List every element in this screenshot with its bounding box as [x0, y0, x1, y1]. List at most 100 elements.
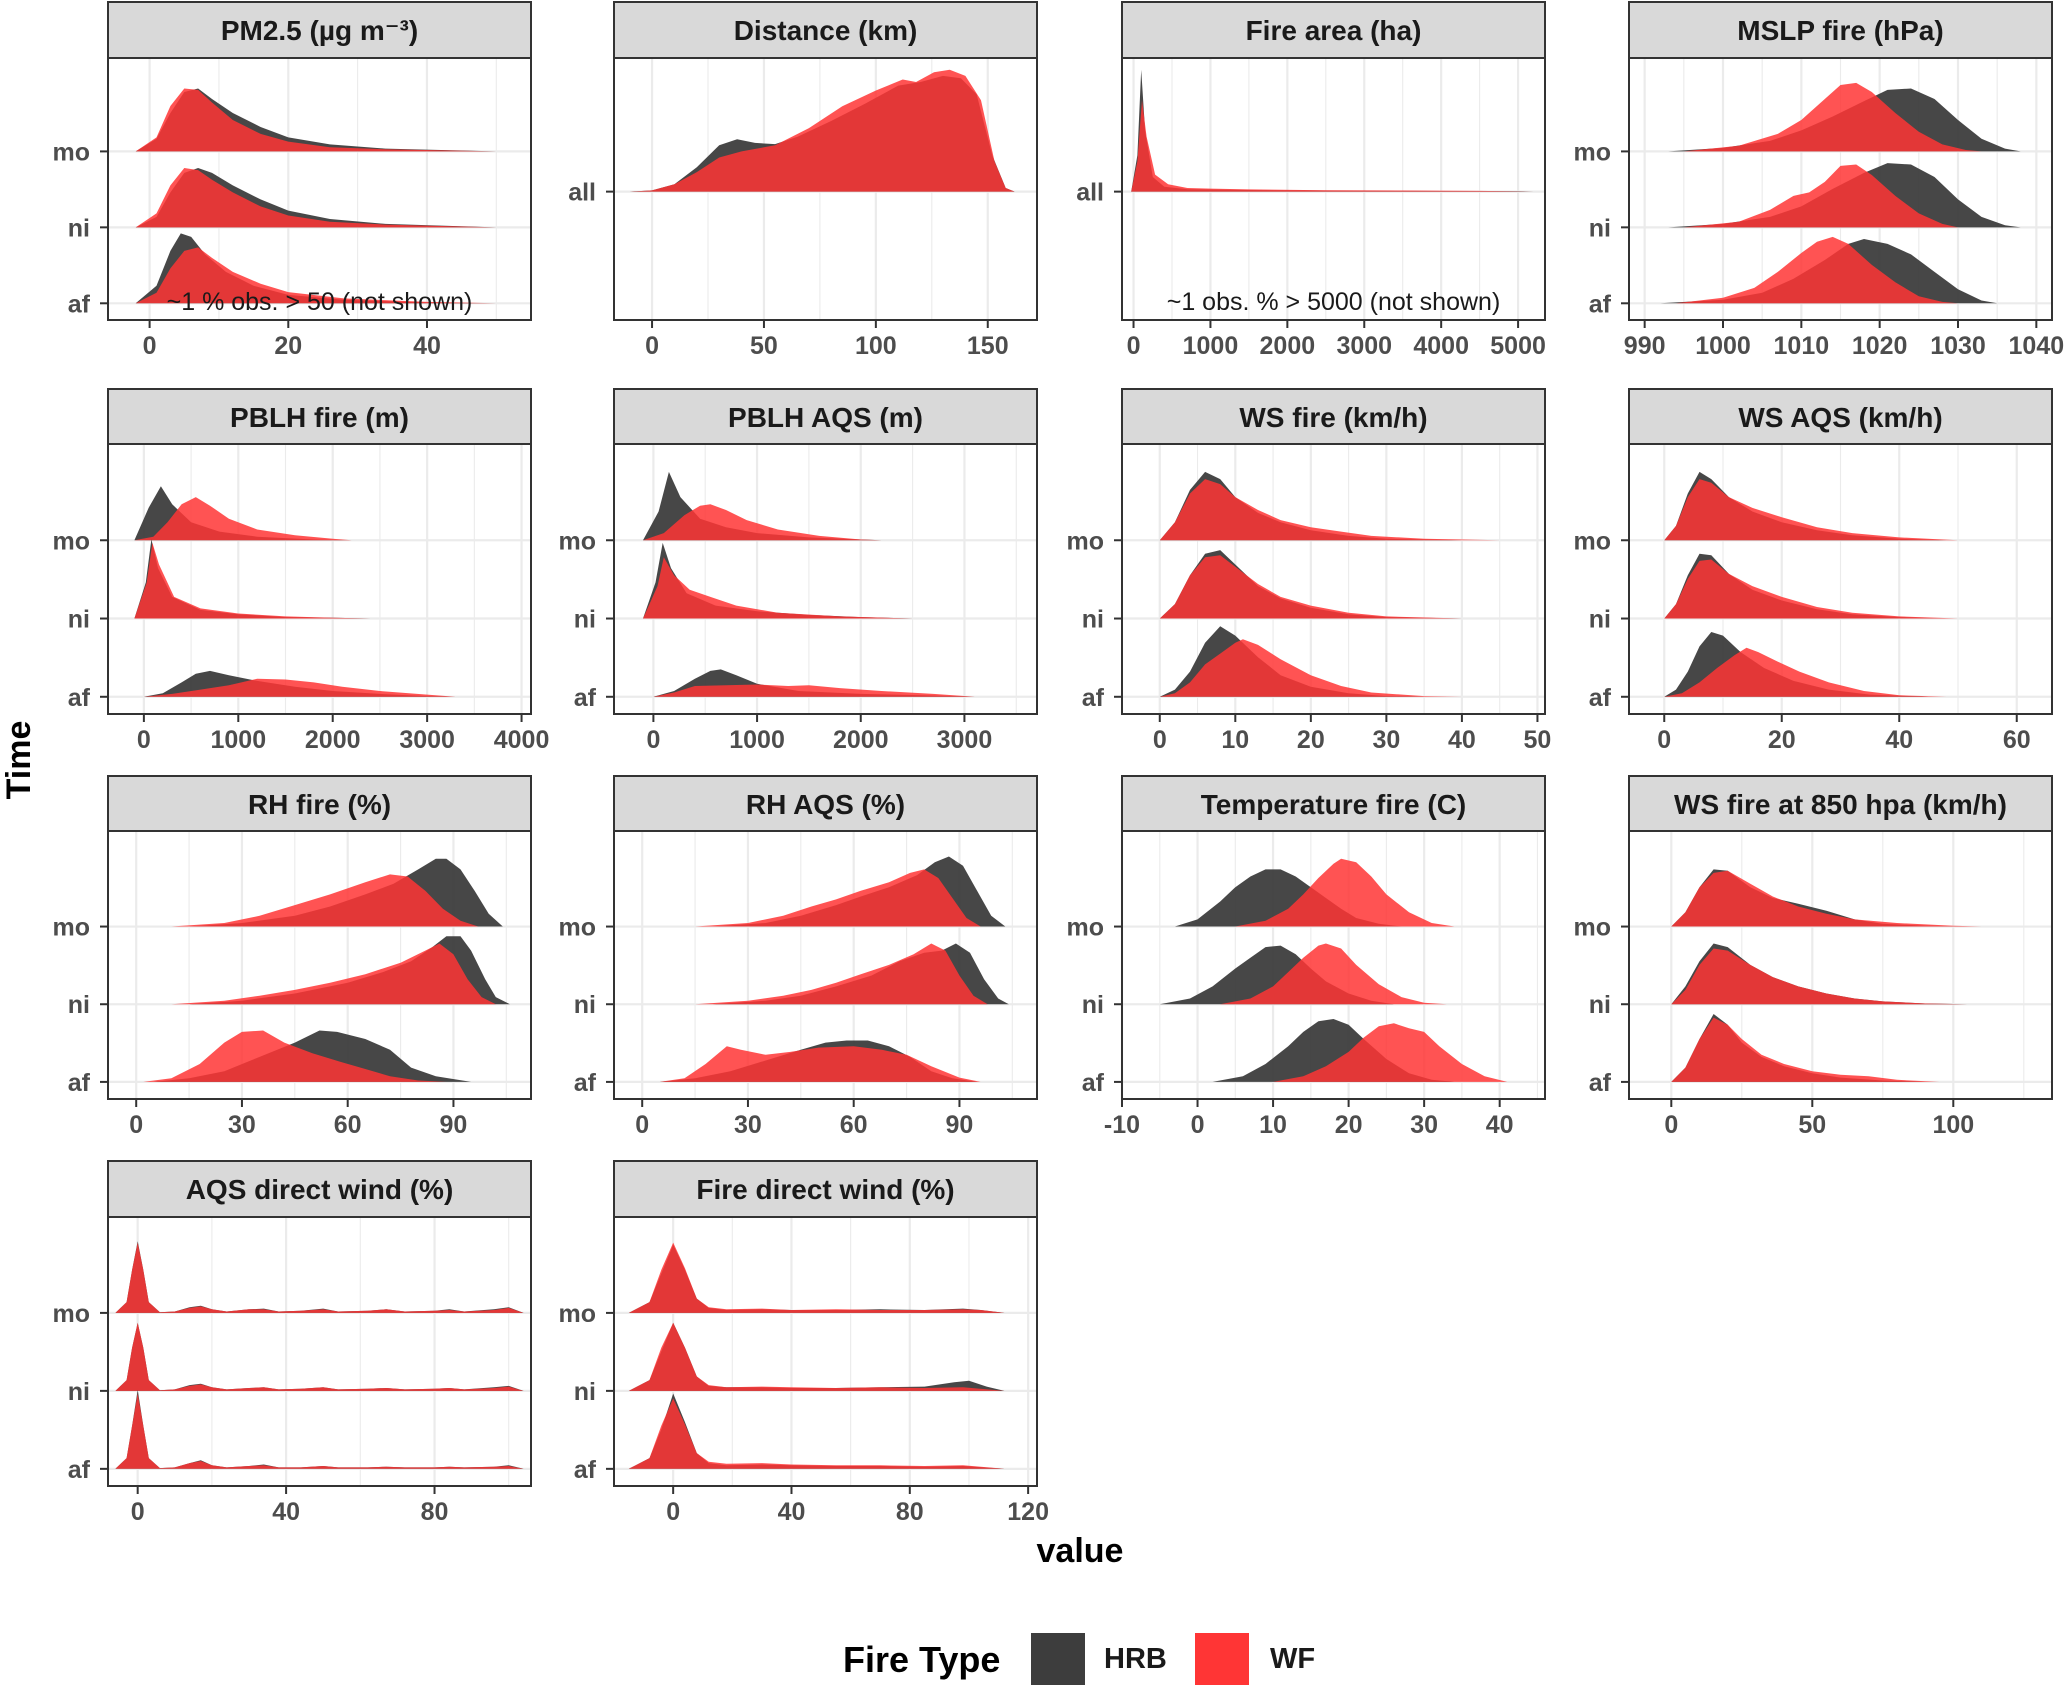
y-tick-label-af: af — [574, 684, 597, 712]
x-tick-label: 80 — [421, 1498, 449, 1526]
x-tick-label: 90 — [946, 1111, 974, 1139]
panel-strip — [107, 1160, 532, 1218]
panel-border — [1628, 830, 2053, 1100]
x-tick-label: 0 — [666, 1498, 680, 1526]
legend-swatch-hrb — [1031, 1633, 1085, 1685]
panel-title: WS AQS (km/h) — [1738, 402, 1942, 433]
y-tick-label-af: af — [1082, 1069, 1105, 1097]
y-tick-label-ni: ni — [1589, 214, 1611, 242]
ridge-wf-af — [653, 684, 975, 697]
x-tick-label: 100 — [855, 332, 897, 360]
y-tick-label-mo: mo — [559, 527, 597, 555]
legend-label-wf: WF — [1270, 1643, 1315, 1675]
panel-border — [1121, 57, 1546, 321]
x-tick-label: 1040 — [2009, 332, 2065, 360]
panel-ridges — [1159, 471, 1500, 697]
ridge-wf-mo — [1159, 479, 1500, 541]
panel-strip — [613, 388, 1038, 446]
ridge-wf-af — [1273, 1023, 1508, 1082]
legend-title: Fire Type — [843, 1639, 1000, 1680]
x-tick-label: 5000 — [1490, 332, 1546, 360]
x-tick-label: 90 — [440, 1111, 468, 1139]
panel-ws-aqs-km-h: WS AQS (km/h) mo ni af 0 20 40 60 — [1574, 388, 2053, 754]
panel-background — [614, 444, 1037, 714]
legend: Fire Type HRB WF — [843, 1633, 1315, 1685]
x-tick-label: 0 — [645, 332, 659, 360]
x-tick-label: 3000 — [399, 726, 455, 754]
ridge-wf-mo — [1664, 479, 1958, 541]
panel-border — [107, 830, 532, 1100]
panel-title: PM2.5 (µg m⁻³) — [221, 15, 418, 46]
ridge-wf-af — [1664, 647, 1947, 697]
x-tick-label: 10 — [1259, 1111, 1287, 1139]
x-tick-label: 60 — [334, 1111, 362, 1139]
x-tick-label: 50 — [750, 332, 778, 360]
panel-title: PBLH AQS (m) — [728, 402, 923, 433]
panel-rh-aqs: RH AQS (%) mo ni af 0 30 60 90 — [559, 775, 1038, 1139]
ridge-wf-mo — [1235, 858, 1455, 927]
ridge-wf-ni — [135, 168, 497, 228]
x-tick-label: 1030 — [1930, 332, 1986, 360]
x-tick-label: 30 — [1372, 726, 1400, 754]
y-tick-label-mo: mo — [53, 527, 91, 555]
panel-strip — [107, 1, 532, 59]
x-tick-label: 0 — [1664, 1111, 1678, 1139]
ridge-wf-mo — [628, 1242, 1005, 1313]
ridge-wf-af — [143, 678, 456, 697]
panel-background — [108, 444, 531, 714]
panel-pblh-aqs-m: PBLH AQS (m) mo ni af 0 1000 2000 3000 — [559, 388, 1038, 754]
panel-strip — [1121, 1, 1546, 59]
panel-border — [1628, 443, 2053, 715]
ridge-wf-ni — [1664, 559, 1958, 619]
x-tick-label: 150 — [967, 332, 1009, 360]
x-tick-label: 0 — [131, 1498, 145, 1526]
panel-aqs-direct-wind: AQS direct wind (%) mo ni af 0 40 80 — [53, 1160, 532, 1526]
y-axis-title: Time — [0, 721, 38, 800]
y-tick-label-ni: ni — [1589, 606, 1611, 634]
panel-border — [1121, 443, 1546, 715]
x-tick-label: 1020 — [1852, 332, 1908, 360]
x-tick-label: 20 — [1335, 1111, 1363, 1139]
x-tick-label: 2000 — [305, 726, 361, 754]
x-tick-label: 2000 — [1260, 332, 1316, 360]
x-tick-label: 1000 — [729, 726, 785, 754]
x-tick-label: 50 — [1524, 726, 1552, 754]
panel-ridges — [629, 69, 1015, 192]
y-tick-label-mo: mo — [1574, 527, 1612, 555]
y-tick-label-af: af — [574, 1069, 597, 1097]
y-tick-label-af: af — [1589, 290, 1612, 318]
y-tick-label-mo: mo — [53, 1300, 91, 1328]
x-tick-label: 4000 — [494, 726, 550, 754]
x-tick-label: 0 — [129, 1111, 143, 1139]
ridge-wf-mo — [1683, 82, 1982, 152]
panel-strip — [613, 775, 1038, 833]
panel-ridges — [135, 88, 497, 304]
panel-ridges — [1671, 869, 1982, 1082]
x-tick-label: 4000 — [1413, 332, 1469, 360]
y-tick-label-ni: ni — [68, 214, 90, 242]
panel-ridges — [1664, 471, 1958, 697]
panel-mslp-fire-hpa: MSLP fire (hPa) mo ni af 990 1000 1010 1020 1030… — [1574, 1, 2065, 360]
legend-swatch-wf — [1195, 1633, 1249, 1685]
x-tick-label: 30 — [734, 1111, 762, 1139]
x-tick-label: 1010 — [1774, 332, 1830, 360]
y-tick-label-ni: ni — [1082, 606, 1104, 634]
y-tick-label-af: af — [1589, 1069, 1612, 1097]
ridge-wf-mo — [134, 497, 352, 541]
x-tick-label: 40 — [1448, 726, 1476, 754]
y-tick-label-ni: ni — [574, 1378, 596, 1406]
y-tick-label-af: af — [1589, 684, 1612, 712]
panel-background — [1122, 444, 1545, 714]
y-tick-label-af: af — [68, 290, 91, 318]
ridge-wf-mo — [695, 869, 981, 927]
x-tick-label: 1000 — [1183, 332, 1239, 360]
x-tick-label: 990 — [1624, 332, 1666, 360]
y-tick-label-af: af — [68, 1069, 91, 1097]
ridge-wf-ni — [134, 542, 371, 619]
panel-border — [613, 1216, 1038, 1487]
panel-strip — [1628, 388, 2053, 446]
x-tick-label: 1000 — [1695, 332, 1751, 360]
x-tick-label: 0 — [143, 332, 157, 360]
y-tick-label-ni: ni — [68, 991, 90, 1019]
panel-pm2-5-g-m: PM2.5 (µg m⁻³) ~1 % obs. > 50 (not shown)… — [53, 1, 532, 360]
